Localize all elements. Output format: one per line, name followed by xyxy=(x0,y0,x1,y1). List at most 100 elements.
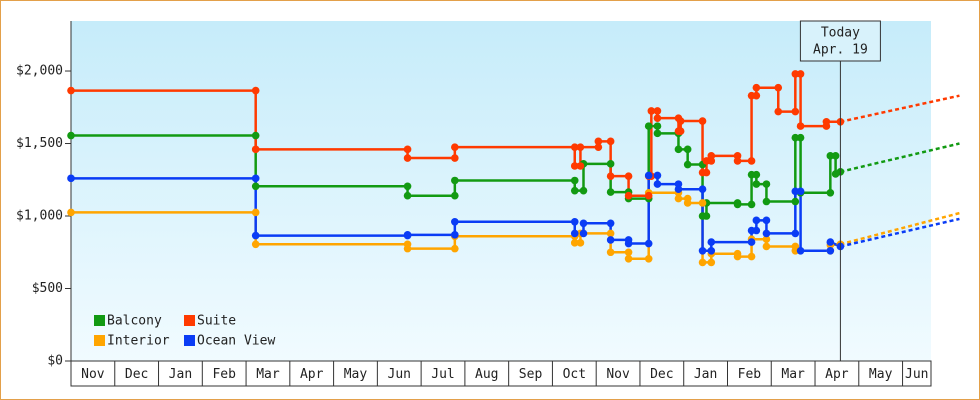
point xyxy=(576,239,585,247)
point xyxy=(570,229,579,238)
point xyxy=(791,133,800,142)
point xyxy=(831,152,840,160)
point xyxy=(762,216,771,225)
point xyxy=(403,145,412,154)
point xyxy=(826,247,835,255)
x-tick-label: Nov xyxy=(606,367,630,382)
point xyxy=(674,145,683,154)
point xyxy=(576,162,585,170)
y-tick-label: $1,000 xyxy=(16,209,63,224)
point xyxy=(702,168,711,177)
point xyxy=(698,117,707,125)
point xyxy=(594,143,603,151)
x-tick-label: Jan xyxy=(169,367,192,382)
point xyxy=(624,239,633,248)
series-line xyxy=(71,174,841,253)
point xyxy=(774,83,783,92)
point xyxy=(251,86,260,95)
y-tick-label: $500 xyxy=(32,281,63,296)
legend-label: Ocean View xyxy=(197,334,275,349)
point xyxy=(606,160,615,168)
point xyxy=(451,143,459,151)
point xyxy=(251,145,260,154)
point xyxy=(251,208,260,217)
point xyxy=(796,122,805,130)
forecast-line xyxy=(840,94,960,123)
point xyxy=(702,212,711,220)
point xyxy=(653,180,662,188)
point xyxy=(570,143,579,151)
point xyxy=(576,143,585,151)
point xyxy=(67,86,75,95)
point xyxy=(653,122,662,130)
point xyxy=(733,157,742,165)
point xyxy=(403,231,412,239)
x-tick-label: Oct xyxy=(563,367,586,382)
x-axis-strip xyxy=(70,360,932,387)
point xyxy=(791,247,800,255)
point xyxy=(403,244,412,253)
point xyxy=(707,247,716,255)
point xyxy=(579,186,588,195)
point xyxy=(676,117,685,125)
point xyxy=(624,172,633,180)
point xyxy=(67,208,75,217)
point xyxy=(707,152,716,160)
point xyxy=(606,172,615,180)
point xyxy=(762,197,771,206)
legend-swatch xyxy=(94,315,105,326)
today-box xyxy=(799,20,881,62)
point xyxy=(624,248,633,257)
point xyxy=(796,247,805,255)
point xyxy=(644,122,653,130)
point xyxy=(762,180,771,188)
point xyxy=(791,229,800,238)
x-tick-label: May xyxy=(869,367,893,382)
legend-swatch xyxy=(184,315,195,326)
point xyxy=(791,197,800,206)
point xyxy=(698,199,707,207)
point xyxy=(707,258,716,267)
x-tick-label: Sep xyxy=(519,367,543,382)
point xyxy=(451,231,459,239)
point xyxy=(752,180,761,188)
point xyxy=(606,219,615,228)
x-tick-label: Jun xyxy=(905,367,928,382)
point xyxy=(733,200,742,209)
point xyxy=(594,137,603,146)
point xyxy=(762,242,771,251)
point xyxy=(674,194,683,203)
x-tick-label: Apr xyxy=(825,367,849,382)
today-label: Apr. 19 xyxy=(813,43,868,58)
x-tick-label: Jan xyxy=(694,367,717,382)
point xyxy=(653,114,662,122)
x-tick-label: Feb xyxy=(212,367,236,382)
legend-label: Interior xyxy=(107,334,170,349)
x-tick-label: Dec xyxy=(650,367,673,382)
forecast-line xyxy=(840,217,960,248)
point xyxy=(403,191,412,200)
point xyxy=(251,174,260,183)
point xyxy=(752,170,761,179)
point xyxy=(579,219,588,228)
point xyxy=(774,107,783,116)
point xyxy=(451,218,459,226)
point xyxy=(653,171,662,180)
forecast-line xyxy=(840,142,960,174)
point xyxy=(791,187,800,196)
point xyxy=(653,107,662,115)
point xyxy=(747,238,756,246)
point xyxy=(644,191,653,200)
y-tick-label: $1,500 xyxy=(16,136,63,151)
point xyxy=(707,238,716,246)
point xyxy=(644,239,653,248)
point xyxy=(570,162,579,170)
point xyxy=(733,252,742,261)
point xyxy=(570,176,579,185)
point xyxy=(747,252,756,261)
point xyxy=(647,107,656,115)
point xyxy=(606,236,615,244)
point xyxy=(698,258,707,267)
